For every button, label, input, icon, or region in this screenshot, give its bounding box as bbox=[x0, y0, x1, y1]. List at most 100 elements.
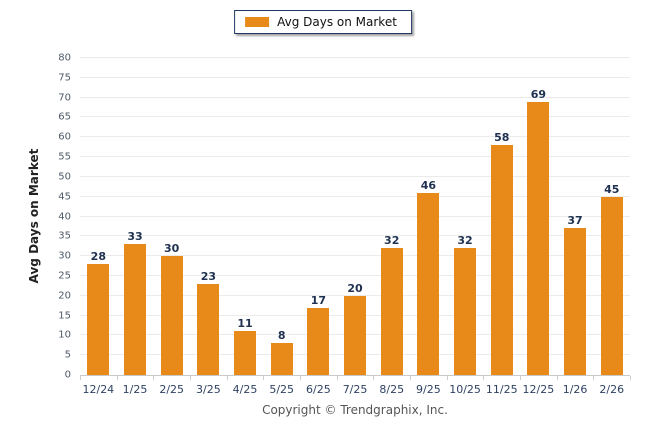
y-tick-label: 75 bbox=[58, 72, 71, 84]
x-axis-tick bbox=[446, 376, 448, 380]
bar-value-label: 45 bbox=[604, 182, 620, 196]
legend-swatch-icon bbox=[245, 17, 270, 27]
y-tick-label: 45 bbox=[58, 191, 71, 203]
bar-value-label: 32 bbox=[384, 234, 400, 248]
bar bbox=[380, 248, 403, 375]
y-tick-label: 60 bbox=[58, 131, 71, 143]
x-tick-label: 10/25 bbox=[449, 383, 481, 396]
bar bbox=[490, 145, 513, 375]
plot-area: 0 5 10 15 20 25 30 35 40 45 50 55 60 65 70 75 80 28 33 30 2… bbox=[58, 53, 631, 396]
x-tick-label: 1/25 bbox=[122, 383, 148, 396]
y-tick-label: 0 bbox=[64, 369, 71, 381]
y-tick-label: 40 bbox=[58, 211, 71, 222]
x-tick-label: 2/25 bbox=[159, 383, 185, 396]
bar-column: 11 bbox=[227, 58, 264, 375]
x-axis-tick bbox=[593, 376, 595, 380]
x-axis-tick bbox=[410, 376, 411, 380]
x-axis-tick bbox=[630, 376, 631, 380]
x-tick-label: 8/25 bbox=[379, 383, 405, 396]
bar-column: 32 bbox=[447, 58, 484, 375]
gridline bbox=[80, 294, 630, 296]
bar-column: 28 bbox=[80, 58, 117, 375]
bar-column: 37 bbox=[557, 58, 594, 375]
bar bbox=[527, 101, 550, 375]
bar-column: 45 bbox=[593, 58, 630, 375]
bar-column: 23 bbox=[190, 58, 227, 375]
gridline bbox=[80, 76, 630, 78]
y-tick-label: 55 bbox=[58, 151, 71, 163]
bar-value-label: 28 bbox=[90, 250, 106, 264]
legend-label: Avg Days on Market bbox=[277, 15, 397, 29]
bar bbox=[417, 192, 440, 375]
bar-value-label: 69 bbox=[530, 87, 547, 101]
bar bbox=[160, 256, 183, 375]
bar-value-label: 58 bbox=[494, 131, 510, 145]
x-tick-label: 12/25 bbox=[522, 383, 555, 396]
gridline bbox=[80, 116, 630, 118]
x-tick-label: 11/25 bbox=[485, 383, 518, 396]
bar-value-label: 33 bbox=[127, 230, 143, 244]
gridline bbox=[80, 195, 630, 197]
x-tick-label: 9/25 bbox=[416, 383, 441, 396]
bar bbox=[234, 331, 257, 375]
x-tick-label: 7/25 bbox=[342, 383, 368, 396]
y-tick-label: 20 bbox=[58, 290, 71, 302]
x-tick-label: 1/26 bbox=[562, 383, 588, 396]
bar-value-label: 20 bbox=[347, 281, 363, 295]
gridline bbox=[80, 96, 630, 98]
bar bbox=[124, 244, 146, 375]
x-tick-label: 5/25 bbox=[269, 383, 295, 396]
x-tick-label: 6/25 bbox=[306, 383, 331, 396]
y-axis-title: Avg Days on Market bbox=[27, 148, 41, 284]
y-tick-label: 10 bbox=[58, 329, 71, 341]
bar-value-label: 37 bbox=[567, 214, 583, 228]
y-tick-label: 70 bbox=[58, 92, 71, 104]
x-axis-tick bbox=[556, 376, 558, 380]
x-tick-label: 4/25 bbox=[232, 383, 258, 396]
bars-row: 28 33 30 23 11 8 17 20 32 46 32 58 69 37 45 bbox=[80, 58, 630, 375]
x-axis-tick bbox=[80, 376, 81, 380]
y-tick-label: 25 bbox=[58, 270, 71, 282]
gridline bbox=[80, 57, 630, 58]
y-tick-label: 50 bbox=[58, 171, 71, 183]
bar bbox=[600, 196, 623, 375]
gridline bbox=[80, 235, 630, 237]
x-axis-tick bbox=[190, 376, 191, 380]
bar bbox=[307, 307, 330, 375]
x-axis-tick bbox=[373, 376, 375, 380]
gridline bbox=[80, 175, 630, 177]
x-tick-label: 12/24 bbox=[82, 383, 115, 396]
bar bbox=[270, 343, 293, 375]
x-tick-label: 2/26 bbox=[599, 383, 625, 396]
bar-value-label: 30 bbox=[164, 242, 180, 256]
copyright-footer: Copyright © Trendgraphix, Inc. bbox=[262, 403, 448, 417]
bar-value-label: 46 bbox=[420, 178, 437, 192]
bar-column: 17 bbox=[300, 58, 337, 375]
bar-value-label: 32 bbox=[457, 234, 473, 248]
bar bbox=[454, 248, 477, 375]
x-axis-tick bbox=[153, 376, 155, 380]
y-tick-label: 80 bbox=[58, 52, 71, 64]
x-axis-tick bbox=[520, 376, 521, 380]
x-axis-tick bbox=[226, 376, 228, 380]
y-tick-label: 5 bbox=[64, 349, 71, 361]
bar-column: 46 bbox=[410, 58, 447, 375]
y-tick-label: 30 bbox=[58, 250, 71, 262]
y-tick-label: 15 bbox=[58, 310, 71, 322]
x-axis-tick bbox=[116, 376, 118, 380]
x-axis-tick bbox=[263, 376, 265, 380]
chart-legend: Avg Days on Market bbox=[234, 10, 412, 34]
bar-column: 33 bbox=[117, 58, 154, 375]
y-tick-label: 35 bbox=[58, 230, 71, 242]
bar-column: 20 bbox=[337, 58, 374, 375]
x-axis-tick-labels: 12/24 1/25 2/25 3/25 4/25 5/25 6/25 7/25 8/25 9/2… bbox=[80, 383, 630, 396]
gridline bbox=[80, 255, 630, 257]
y-tick-label: 65 bbox=[58, 111, 71, 123]
x-axis-tick bbox=[336, 376, 338, 380]
x-axis-tick bbox=[300, 376, 301, 380]
bar-value-label: 11 bbox=[237, 317, 253, 331]
bar-column: 32 bbox=[373, 58, 410, 375]
bar-value-label: 8 bbox=[277, 329, 286, 343]
gridline bbox=[80, 156, 630, 158]
